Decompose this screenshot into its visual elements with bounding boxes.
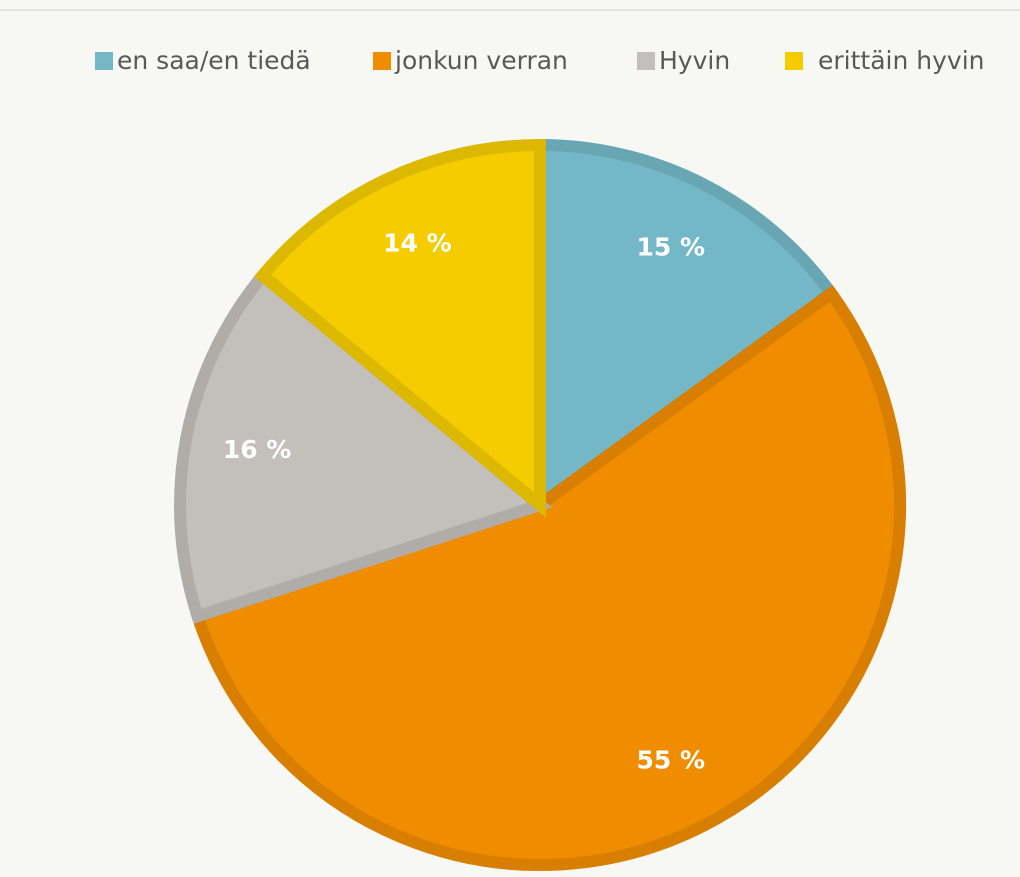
legend-label: jonkun verran	[394, 46, 568, 75]
legend-swatch	[785, 52, 803, 70]
legend-label: erittäin hyvin	[818, 46, 985, 75]
legend-label: en saa/en tiedä	[117, 46, 311, 75]
pie-slice	[190, 285, 906, 871]
legend-label: Hyvin	[659, 46, 730, 75]
legend-swatch	[637, 52, 655, 70]
pie-slice	[254, 138, 546, 518]
data-label: 16 %	[223, 435, 292, 464]
pie-slice	[534, 138, 840, 517]
data-label: 55 %	[636, 746, 705, 775]
legend-swatch	[373, 52, 391, 70]
data-label: 15 %	[636, 232, 705, 261]
pie-slice	[174, 267, 553, 624]
data-label: 14 %	[383, 228, 452, 257]
legend-swatch	[95, 52, 113, 70]
